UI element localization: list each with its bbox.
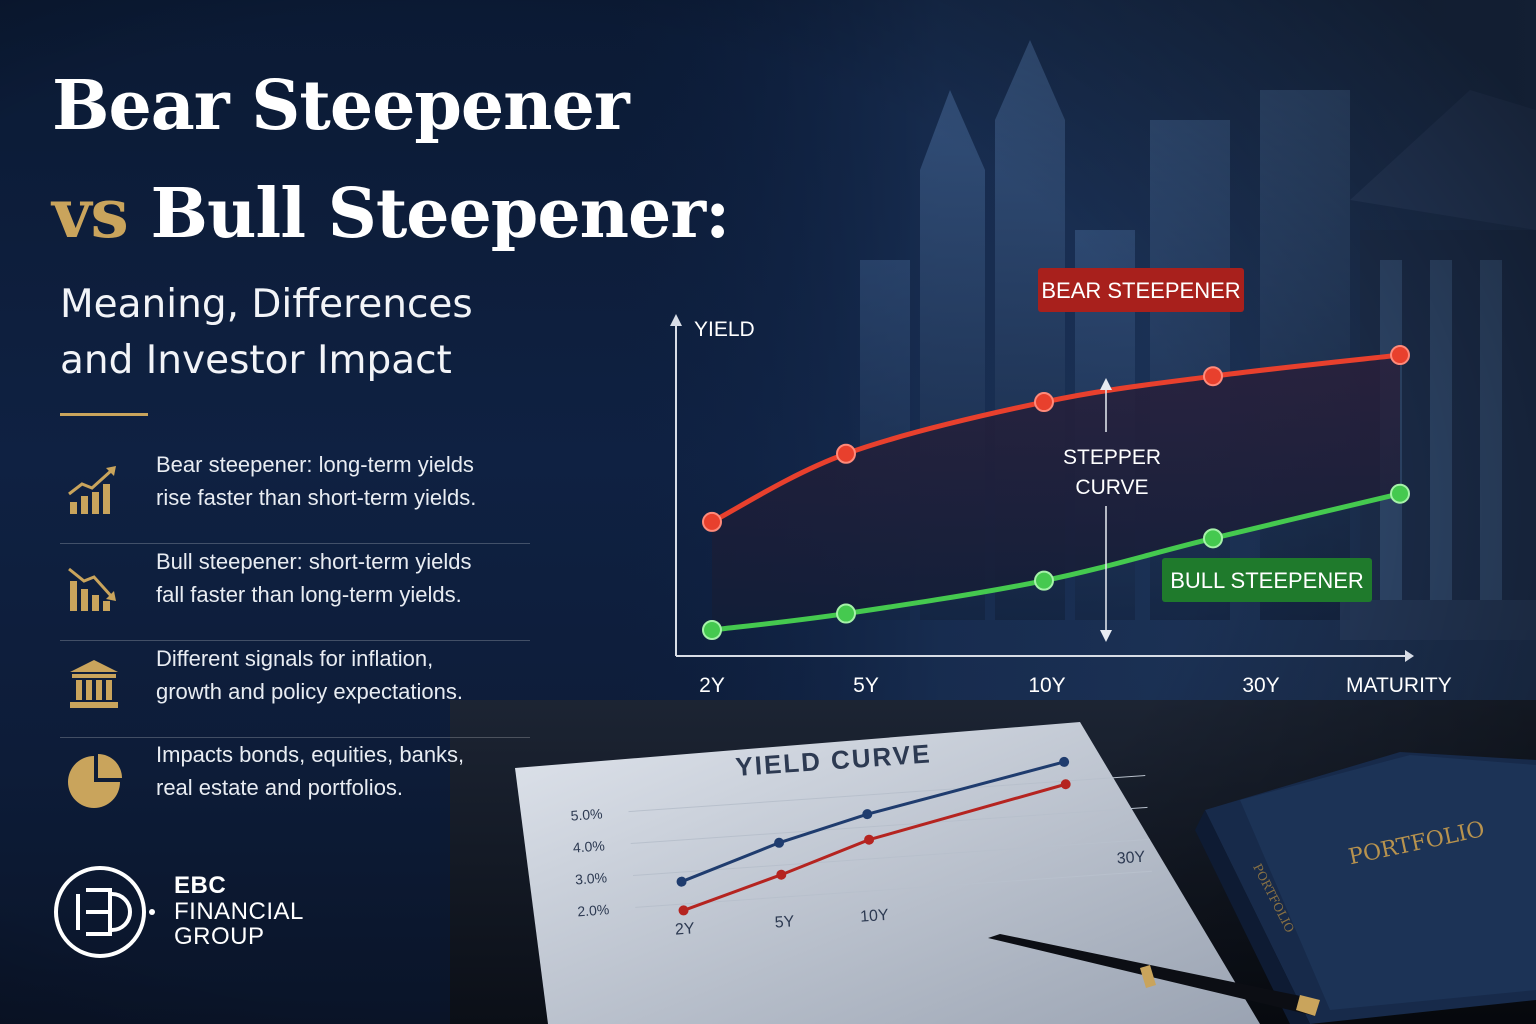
bull-legend-tag [1162,558,1372,602]
annotation-arrowhead-down [1100,630,1112,642]
paper-y-tick-label: 3.0% [575,869,608,887]
paper-gridline [630,806,1148,845]
bull-data-point [836,603,856,624]
bullet-line: real estate and portfolios. [156,775,404,800]
paper-x-tick-label: 5Y [774,913,795,931]
paper-gridline [635,870,1152,908]
paper-gridline [632,838,1150,876]
bear-data-point [836,443,856,464]
paper-x-tick-label: 30Y [1116,849,1146,868]
paper-yield-chart: YIELD CURVE 5.0% 4.0% 3.0% 2.0% 2Y 5Y 10Y 30Y [570,738,1152,939]
brand-financial: FINANCIAL [174,898,304,925]
book-spine-title: PORTFOLIO [1250,861,1297,935]
bull-legend-label: BULL STEEPENER [1170,568,1364,593]
bear-data-point [1390,345,1410,366]
x-axis-arrow [1405,650,1414,662]
bull-data-point [1390,483,1410,504]
annotation-arrowhead-up [1100,378,1112,390]
subtitle-line1: Meaning, Differences [60,282,473,327]
paper-data-point [676,876,687,887]
bear-data-point [1034,392,1054,413]
subtitle-line2: and Investor Impact [60,338,452,383]
bullet-bull-steepener: Bull steepener: short-term yields fall f… [60,545,530,641]
paper-chart-title: YIELD CURVE [734,738,932,782]
paper-data-point [774,837,785,848]
falling-bar-chart-icon [68,567,116,611]
rising-bar-chart-icon [68,466,116,514]
paper-x-tick-label: 2Y [675,920,696,938]
divider [60,640,530,641]
bear-legend-label: BEAR STEEPENER [1041,278,1240,303]
paper-y-tick-label: 2.0% [577,901,610,919]
paper-series-line [680,760,1065,884]
x-tick-label: 30Y [1242,674,1279,697]
paper-data-point [864,834,875,845]
brand-ebc: EBC [174,872,227,899]
bullet-line: rise faster than short-term yields. [156,485,477,510]
paper-data-point [1059,756,1070,767]
bull-data-point [1203,528,1223,549]
bullet-impacts: Impacts bonds, equities, banks, real est… [60,738,530,818]
y-axis-arrow [670,314,682,326]
paper-data-point [862,809,873,820]
title-bull-steepener: Bull Steepener: [150,174,730,254]
bullet-line: fall faster than long-term yields. [156,582,462,607]
bullet-line: Different signals for inflation, [156,646,434,671]
paper-x-tick-label: 10Y [860,907,890,926]
portfolio-book [1195,752,1536,1024]
page-title-line2: vs Bull Steepener: [52,180,730,248]
curve-gap-shade [712,355,1400,630]
bullet-signals: Different signals for inflation, growth … [60,642,530,738]
x-tick-label: 5Y [853,674,879,697]
bear-legend-tag [1038,268,1244,312]
pie-chart-icon [68,754,122,808]
paper-data-point [776,869,787,880]
y-axis-label: YIELD [694,318,755,341]
bullet-line: Bull steepener: short-term yields [156,549,472,574]
bull-data-point [1034,570,1054,591]
divider [60,737,530,738]
paper-y-tick-label: 4.0% [572,837,605,855]
annotation-label: STEPPER [1063,446,1161,469]
paper-gridline [628,774,1146,813]
pen [988,934,1320,1016]
bear-data-point [702,511,722,532]
bullet-bear-steepener: Bear steepener: long-term yields rise fa… [60,448,530,544]
brand-group: GROUP [174,923,265,950]
x-tick-label: 10Y [1028,674,1065,697]
bullet-line: Impacts bonds, equities, banks, [156,742,465,767]
paper-y-tick-label: 5.0% [570,805,603,823]
title-vs: vs [52,174,129,254]
paper-data-point [1060,779,1071,790]
annotation-label: CURVE [1075,476,1148,499]
x-tick-label: 2Y [699,674,725,697]
divider [60,543,530,544]
paper-data-point [678,905,689,916]
bullet-line: growth and policy expectations. [156,679,463,704]
paper-sheet [515,722,1260,1024]
x-axis-label: MATURITY [1346,674,1452,697]
page-title-line1: Bear Steepener [52,66,630,146]
paper-series-line [683,782,1067,912]
ebc-logo [54,866,155,958]
bull-data-point [702,620,722,640]
bank-building-icon [70,660,118,708]
bear-steepener-line [710,352,1401,525]
book-cover-title: PORTFOLIO [1346,817,1487,870]
bullet-line: Bear steepener: long-term yields [156,452,474,477]
bear-data-point [1203,366,1223,387]
gold-divider [60,413,148,416]
